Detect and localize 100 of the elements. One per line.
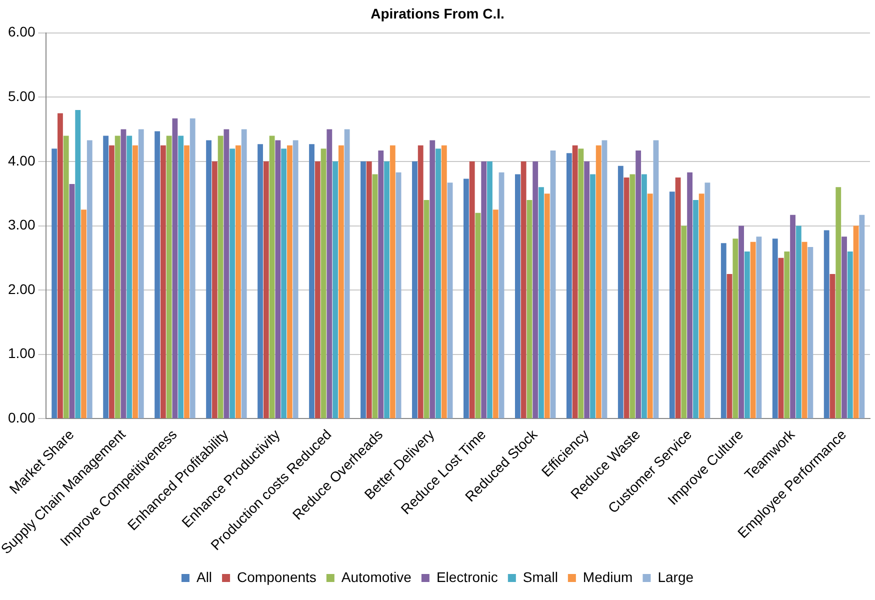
bar — [263, 161, 269, 418]
bar — [109, 145, 114, 418]
bar — [384, 161, 390, 418]
bar — [578, 148, 584, 418]
bar — [572, 145, 578, 418]
bar — [120, 129, 126, 418]
bar — [58, 113, 63, 418]
bar — [138, 129, 144, 418]
bar — [441, 145, 447, 418]
bar — [692, 200, 698, 418]
bar — [618, 166, 624, 418]
bar — [172, 118, 178, 418]
bar — [75, 110, 81, 418]
bar — [166, 136, 172, 418]
bar — [63, 136, 69, 418]
bar — [481, 161, 487, 418]
bar — [103, 136, 109, 418]
bar — [275, 140, 281, 418]
bar — [492, 210, 498, 418]
y-tick-label: 1.00 — [8, 345, 36, 362]
bar — [602, 140, 608, 418]
y-tick-label: 3.00 — [8, 216, 36, 233]
bar — [281, 148, 287, 418]
bar — [538, 187, 544, 418]
bar — [126, 136, 132, 418]
bar — [808, 246, 814, 418]
legend-label: Large — [658, 568, 694, 585]
bar — [396, 172, 402, 418]
y-tick-label: 5.00 — [8, 88, 36, 104]
bar — [487, 161, 492, 418]
bar — [320, 148, 326, 418]
bar — [292, 140, 298, 418]
bar — [853, 226, 859, 418]
bar — [750, 242, 756, 418]
bar — [344, 129, 350, 418]
bar — [566, 153, 572, 418]
bar — [842, 236, 847, 418]
bar — [726, 274, 732, 418]
bar — [824, 230, 830, 418]
bar — [372, 174, 378, 418]
bar — [258, 144, 263, 418]
bar — [669, 192, 675, 418]
legend-label: Components — [237, 568, 316, 585]
bar — [206, 140, 212, 418]
bar — [630, 174, 636, 418]
bar — [269, 136, 275, 418]
bar — [550, 150, 556, 418]
bar — [436, 148, 441, 418]
legend-label: Electronic — [436, 568, 498, 585]
bar — [469, 161, 475, 418]
bar — [675, 178, 681, 418]
bar — [596, 145, 602, 418]
bar — [184, 145, 190, 418]
bar — [190, 118, 196, 418]
bar — [360, 161, 366, 418]
bar — [114, 136, 120, 418]
bar — [338, 145, 344, 418]
bar — [314, 161, 320, 418]
bar — [784, 251, 790, 418]
bar — [802, 242, 808, 418]
bar — [720, 243, 726, 418]
bar — [544, 194, 550, 418]
bar — [532, 161, 538, 418]
bar — [332, 161, 338, 418]
bar — [132, 145, 138, 418]
bar — [698, 194, 704, 418]
bar — [224, 129, 230, 418]
bar — [498, 172, 504, 418]
bar — [212, 161, 218, 418]
bar — [154, 131, 160, 418]
bar — [86, 140, 92, 418]
bar — [790, 214, 796, 418]
bar — [681, 226, 687, 418]
bar — [160, 145, 166, 418]
bar — [756, 236, 762, 418]
bar — [390, 145, 396, 418]
bar — [241, 129, 247, 418]
bar — [859, 214, 865, 418]
bar — [514, 174, 520, 418]
y-tick-label: 0.00 — [8, 410, 36, 426]
bar — [178, 136, 184, 418]
bar — [836, 187, 842, 418]
bar — [830, 274, 836, 418]
bar — [424, 200, 430, 418]
bar — [636, 150, 642, 418]
bar — [778, 258, 784, 418]
bar — [326, 129, 332, 418]
bar — [366, 161, 372, 418]
bar — [52, 148, 58, 418]
bar — [647, 194, 653, 418]
bar — [732, 238, 738, 418]
bar — [81, 210, 86, 418]
bar — [286, 145, 292, 418]
legend-label: All — [196, 568, 212, 585]
bar — [704, 182, 710, 418]
bar — [309, 144, 314, 418]
bar — [738, 226, 744, 418]
bar — [584, 161, 590, 418]
legend-label: Automotive — [341, 568, 412, 585]
bar — [447, 182, 453, 418]
